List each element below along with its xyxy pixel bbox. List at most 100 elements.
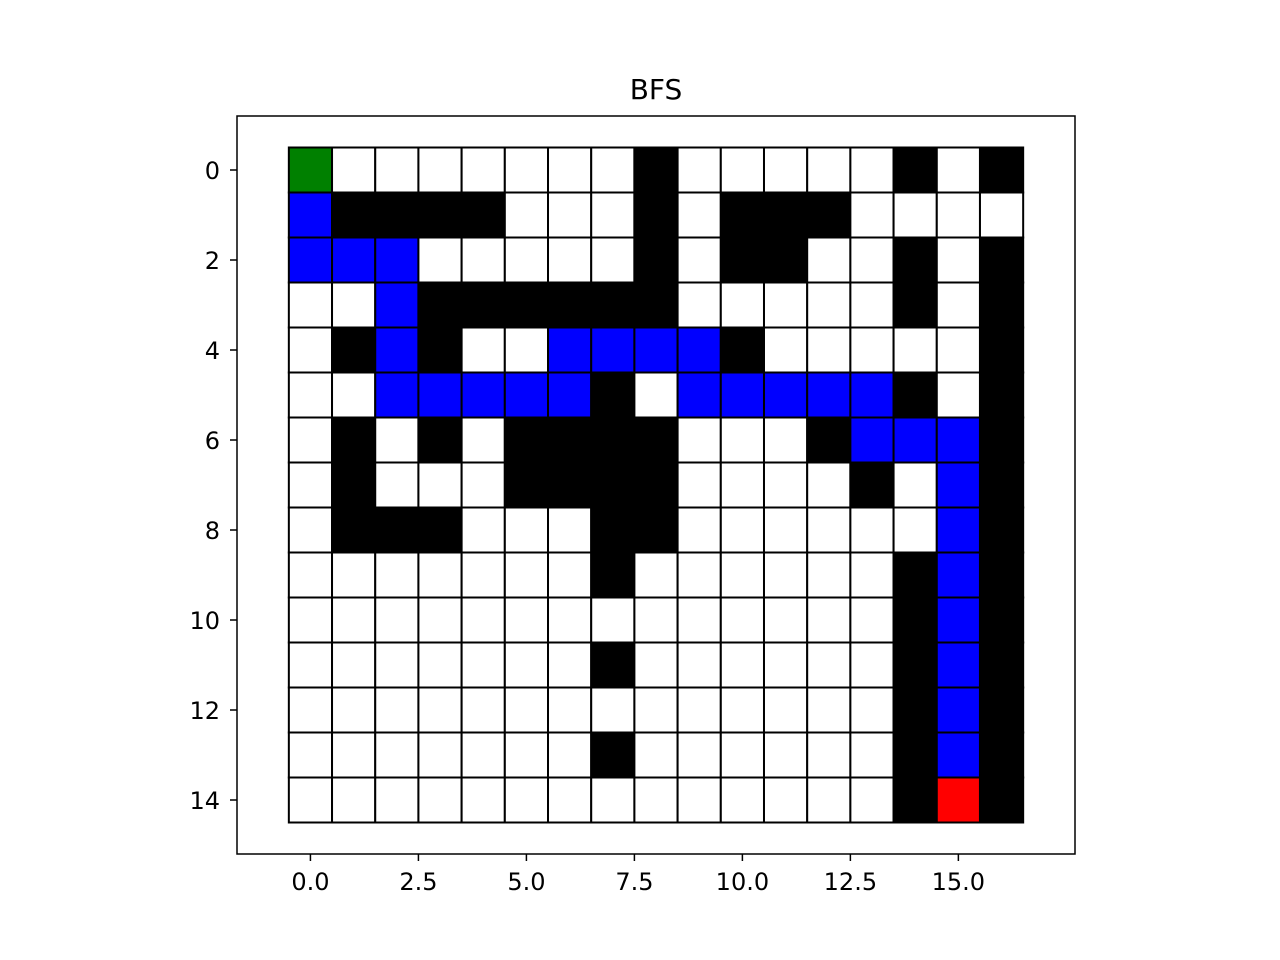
grid-cell-open: [460, 416, 506, 464]
x-tick-label: 12.5: [824, 868, 877, 896]
grid-cell-open: [590, 146, 636, 194]
grid-cell-wall: [762, 236, 809, 284]
y-tick-label: 2: [205, 247, 220, 275]
grid-cell-open: [892, 506, 938, 554]
grid-cell-wall: [892, 596, 938, 644]
grid-cell-open: [633, 596, 679, 644]
grid-cell-open: [331, 371, 377, 419]
grid-cell-open: [374, 416, 420, 464]
grid-cell-open: [633, 551, 679, 599]
grid-cell-open: [417, 641, 463, 689]
grid-cell-wall: [806, 416, 852, 464]
grid-cell-wall: [590, 416, 636, 464]
grid-cell-path: [460, 371, 506, 419]
grid-cell-open: [417, 776, 463, 824]
grid-cell-path: [892, 416, 938, 464]
y-tick-label: 10: [189, 607, 220, 635]
grid-cell-open: [331, 686, 377, 734]
grid-cell-open: [935, 326, 981, 374]
grid-cell-wall: [503, 281, 550, 329]
grid-cell-wall: [547, 416, 593, 464]
grid-cell-wall: [417, 326, 463, 374]
grid-cell-open: [719, 146, 765, 194]
grid-cell-goal: [935, 776, 981, 824]
grid-cell-open: [287, 641, 334, 689]
grid-cell-open: [547, 731, 593, 779]
grid-cell-wall: [503, 416, 550, 464]
grid-cell-open: [935, 191, 981, 239]
grid-cell-path: [503, 371, 550, 419]
grid-cell-open: [460, 146, 506, 194]
grid-cell-open: [633, 731, 679, 779]
grid-cell-wall: [978, 551, 1025, 599]
grid-cell-wall: [806, 191, 852, 239]
grid-cell-open: [503, 596, 550, 644]
grid-cell-wall: [978, 461, 1025, 509]
grid-cell-open: [762, 416, 809, 464]
grid-cell-wall: [417, 191, 463, 239]
grid-cell-open: [806, 596, 852, 644]
grid-cell-wall: [374, 191, 420, 239]
grid-cell-open: [676, 461, 722, 509]
grid-cell-path: [417, 371, 463, 419]
y-tick-label: 12: [189, 697, 220, 725]
grid-cell-open: [676, 236, 722, 284]
grid-cell-wall: [633, 506, 679, 554]
grid-cell-open: [374, 146, 420, 194]
tick-labels: 0.0 2.5 5.0 7.5 10.0 12.5 15.0 0 2 4 6 8 10 12 14: [189, 157, 985, 896]
grid-cell-open: [331, 281, 377, 329]
grid-cell-open: [762, 596, 809, 644]
grid-cell-open: [547, 641, 593, 689]
grid-cell-open: [849, 641, 895, 689]
grid-cell-path: [374, 281, 420, 329]
grid-cell-wall: [417, 506, 463, 554]
grid-cell-wall: [633, 461, 679, 509]
grid-cell-open: [287, 551, 334, 599]
grid-cell-open: [460, 686, 506, 734]
grid-cell-open: [460, 461, 506, 509]
grid-cell-wall: [892, 146, 938, 194]
grid-cell-path: [762, 371, 809, 419]
grid-cell-wall: [978, 281, 1025, 329]
grid-cell-open: [287, 776, 334, 824]
grid-cell-wall: [331, 416, 377, 464]
grid-cell-open: [374, 776, 420, 824]
grid-cell-open: [374, 686, 420, 734]
grid-cell-open: [719, 506, 765, 554]
grid-cell-open: [676, 731, 722, 779]
grid-cell-open: [849, 596, 895, 644]
grid-cell-wall: [590, 731, 636, 779]
grid-cell-wall: [892, 236, 938, 284]
grid-cell-open: [503, 776, 550, 824]
grid-cell-open: [417, 596, 463, 644]
grid-cell-wall: [633, 191, 679, 239]
grid-cell-open: [460, 731, 506, 779]
grid-cell-wall: [547, 281, 593, 329]
grid-cell-open: [676, 596, 722, 644]
grid-cell-open: [503, 686, 550, 734]
x-tick-label: 2.5: [399, 868, 437, 896]
grid-cell-wall: [503, 461, 550, 509]
x-tick-label: 5.0: [507, 868, 545, 896]
grid-cell-open: [676, 686, 722, 734]
x-tick-label: 0.0: [291, 868, 329, 896]
grid-cell-wall: [590, 506, 636, 554]
y-tick-label: 6: [205, 427, 220, 455]
grid-cell-open: [849, 236, 895, 284]
grid-cell-open: [806, 281, 852, 329]
grid-cell-wall: [978, 641, 1025, 689]
grid-cell-wall: [892, 551, 938, 599]
grid-cell-open: [287, 461, 334, 509]
grid-cell-open: [935, 236, 981, 284]
grid-cell-wall: [892, 686, 938, 734]
grid-cell-wall: [892, 776, 938, 824]
grid-cell-open: [762, 731, 809, 779]
grid-cell-open: [762, 326, 809, 374]
grid-cell-wall: [417, 416, 463, 464]
grid-cell-open: [503, 506, 550, 554]
grid-cell-open: [806, 731, 852, 779]
axis-ticks: [230, 169, 960, 861]
grid-cell-path: [849, 416, 895, 464]
grid-cell-open: [633, 371, 679, 419]
